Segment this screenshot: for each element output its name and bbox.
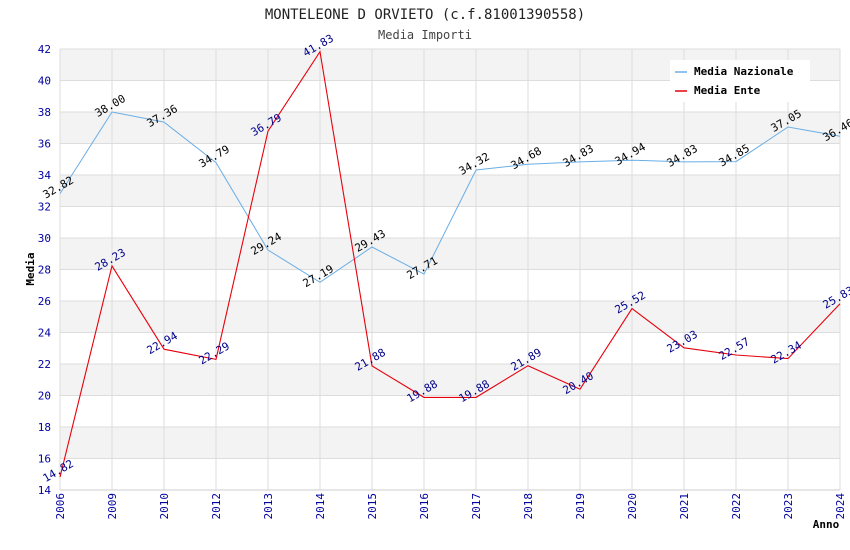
x-tick-label: 2015 [366, 493, 379, 520]
grid-band [60, 427, 840, 459]
grid-band [60, 112, 840, 144]
x-tick-label: 2018 [522, 493, 535, 520]
x-tick-label: 2021 [678, 493, 691, 520]
x-tick-label: 2013 [262, 493, 275, 520]
series-line-media-ente [59, 50, 841, 478]
grid-band [60, 301, 840, 333]
x-tick-label: 2017 [470, 493, 483, 520]
y-tick-label: 24 [38, 327, 52, 340]
grid-band [60, 143, 840, 175]
x-tick-label: 2024 [834, 493, 847, 520]
grid-lines [59, 48, 841, 491]
y-tick-label: 18 [38, 421, 51, 434]
chart-title: MONTELEONE D ORVIETO (c.f.81001390558) [265, 7, 585, 23]
y-tick-label: 42 [38, 43, 51, 56]
x-tick-label: 2019 [574, 493, 587, 520]
y-tick-label: 26 [38, 295, 51, 308]
x-tick-label: 2023 [782, 493, 795, 520]
x-tick-label: 2022 [730, 493, 743, 520]
y-tick-label: 14 [38, 484, 52, 497]
legend-box [670, 60, 810, 102]
y-tick-label: 32 [38, 201, 51, 214]
grid-band [60, 238, 840, 270]
y-tick-label: 16 [38, 453, 51, 466]
y-axis-ticks: 14 16 18 20 22 24 26 28 30 32 34 36 38 40 42 [38, 43, 52, 497]
y-tick-label: 28 [38, 264, 51, 277]
y-axis-title: Media [24, 252, 37, 285]
x-tick-label: 2016 [418, 493, 431, 520]
grid-band [60, 395, 840, 427]
series-line-media-nazionale [59, 111, 841, 283]
grid-band [60, 332, 840, 364]
legend-label-media-ente: Media Ente [694, 84, 761, 97]
y-tick-label: 22 [38, 358, 51, 371]
y-tick-label: 38 [38, 106, 51, 119]
y-tick-label: 34 [38, 169, 52, 182]
x-tick-label: 2014 [314, 493, 327, 520]
x-tick-label: 2009 [106, 493, 119, 520]
x-tick-label: 2012 [210, 493, 223, 520]
grid-bands [60, 49, 840, 490]
grid-band [60, 269, 840, 301]
x-tick-label: 2006 [54, 493, 67, 520]
x-axis-ticks: 2006 2009 2010 2012 2013 2014 2015 2016 2017 2018… [54, 493, 847, 520]
x-tick-label: 2020 [626, 493, 639, 520]
y-tick-label: 36 [38, 138, 51, 151]
grid-band [60, 364, 840, 396]
legend: Media Nazionale Media Ente [670, 60, 810, 102]
y-tick-label: 40 [38, 75, 51, 88]
x-tick-label: 2010 [158, 493, 171, 520]
legend-label-media-nazionale: Media Nazionale [694, 65, 794, 78]
grid-band [60, 458, 840, 490]
y-tick-label: 30 [38, 232, 51, 245]
series-lines [59, 50, 841, 478]
chart-subtitle: Media Importi [378, 28, 472, 42]
x-axis-title: Anno [813, 518, 840, 531]
y-tick-label: 20 [38, 390, 51, 403]
grid-band [60, 175, 840, 207]
